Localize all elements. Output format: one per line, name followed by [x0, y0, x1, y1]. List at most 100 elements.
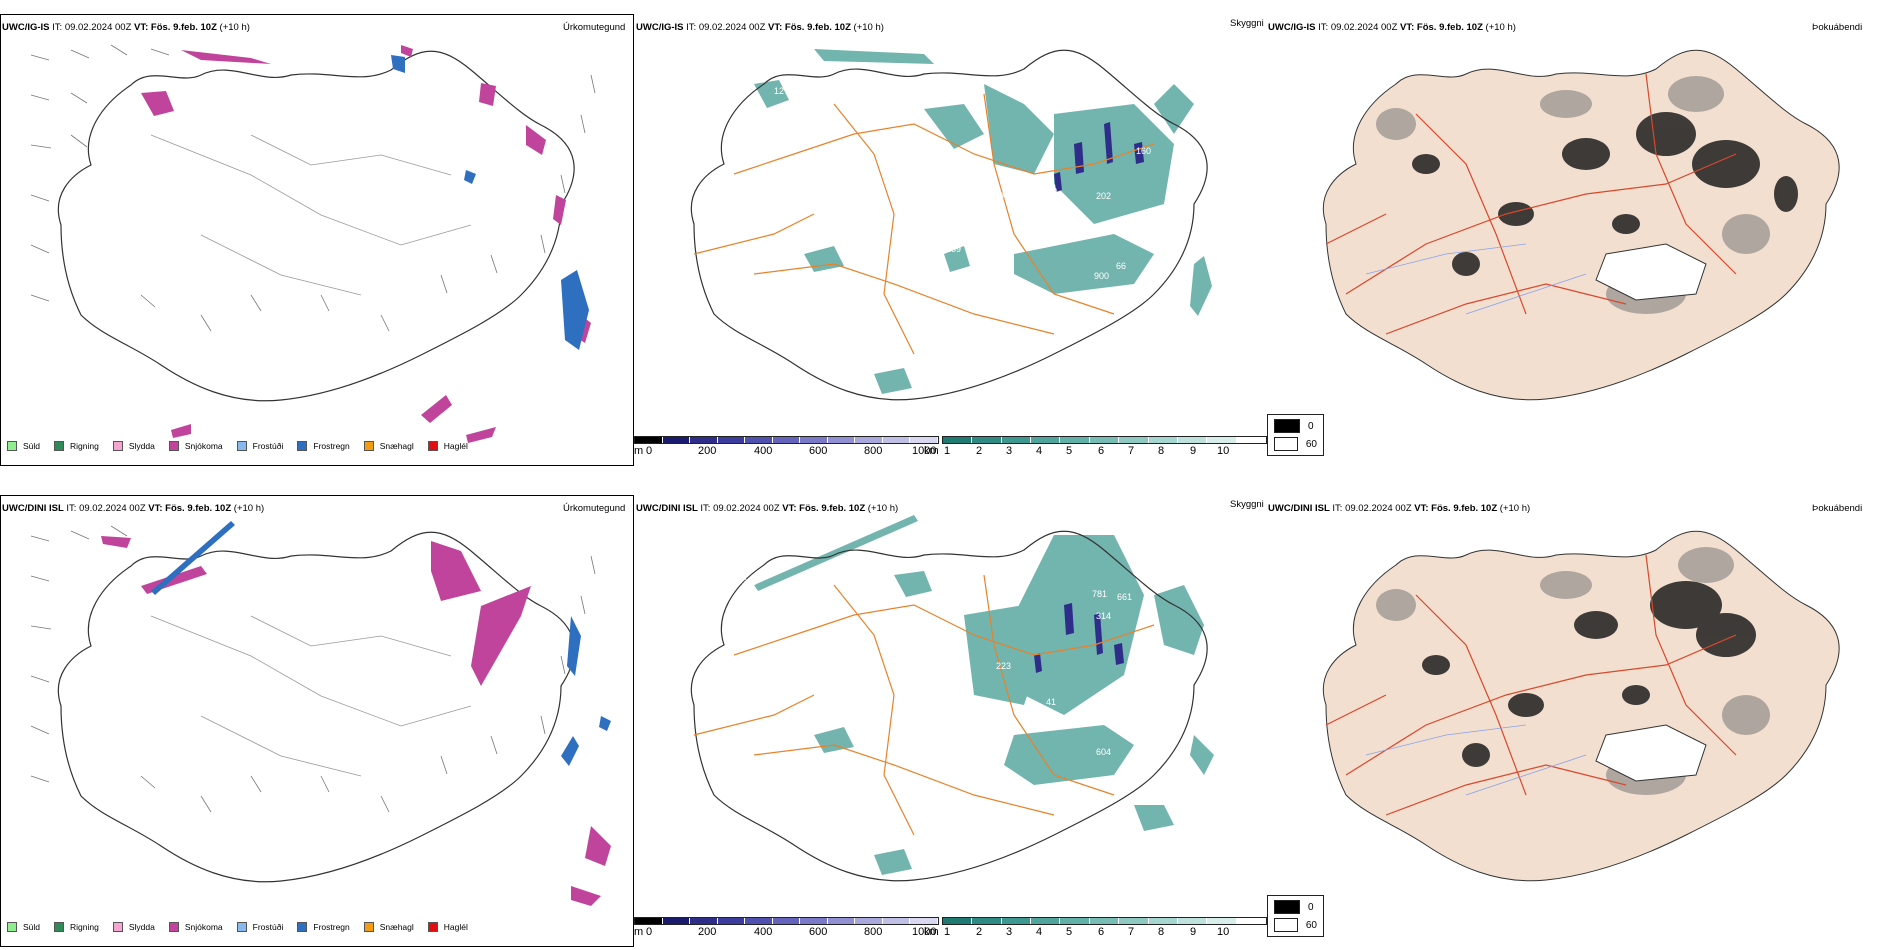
vis-label: 160: [1136, 146, 1151, 156]
height-scale-row1: m 0 200 400 600 800 1000: [634, 436, 939, 458]
it-label: IT:: [686, 22, 697, 33]
model-name: UWC/DINI ISL: [1268, 503, 1330, 514]
scale-tick: 10: [1217, 445, 1230, 457]
legend-item-snaehagl: Snæhagl: [363, 922, 414, 932]
scale-tick: 600: [809, 445, 828, 457]
fog-panel-row2: [1266, 495, 1900, 935]
legend-swatch: [427, 441, 438, 451]
iceland-outline: [57, 531, 575, 883]
lead-time: (+10 h): [233, 503, 265, 514]
scale-tick: 0: [646, 926, 653, 938]
precip-legend-row1: Súld Rigning Slydda Snjókoma Frostúði Fr…: [7, 441, 482, 451]
km-scale-row1: km 1 2 3 4 5 6 7 8 9 10: [924, 436, 1267, 458]
fog-swatch: [1274, 437, 1298, 451]
scale-tick: 800: [864, 445, 883, 457]
legend-item-snaehagl: Snæhagl: [363, 441, 414, 451]
scale-tick: 4: [1036, 926, 1043, 938]
it-value: 09.02.2024 00Z: [1330, 22, 1398, 33]
km-scale-bar: [942, 436, 1267, 444]
model-name: UWC/IG-IS: [2, 22, 50, 33]
model-name: UWC/IG-IS: [1268, 22, 1316, 33]
it-value: 09.02.2024 00Z: [713, 503, 780, 514]
scale-tick: 8: [1158, 445, 1165, 457]
header-row2-c: UWC/DINI ISL IT: 09.02.2024 00Z VT: Fös.…: [1268, 503, 1530, 515]
legend-item-frostudi: Frostúði: [236, 441, 284, 451]
scale-tick: 6: [1098, 445, 1105, 457]
legend-item-slydda: Slydda: [112, 922, 155, 932]
it-value: 09.02.2024 00Z: [64, 22, 132, 33]
visibility-panel-row2: 309 781 661 314 399 223 41 604: [634, 495, 1266, 935]
scale-unit: m: [634, 926, 644, 938]
scale-tick: 8: [1158, 926, 1165, 938]
legend-label: Snjókoma: [184, 922, 223, 932]
scale-tick: 3: [1006, 926, 1013, 938]
model-name: UWC/DINI ISL: [636, 503, 698, 514]
legend-item-sudd: Súld: [7, 922, 40, 932]
it-value: 09.02.2024 00Z: [698, 22, 766, 33]
legend-swatch: [363, 922, 374, 932]
scale-tick: 6: [1098, 926, 1105, 938]
legend-swatch: [297, 922, 308, 932]
legend-label: Súld: [23, 922, 41, 932]
vt-label: VT:: [148, 503, 163, 514]
scale-unit: km: [924, 445, 939, 457]
legend-label: Haglél: [443, 922, 468, 932]
legend-label: Frostúði: [252, 441, 284, 451]
iceland-outline: [690, 49, 1208, 401]
fog-swatch: [1274, 900, 1300, 914]
legend-item-rigning: Rigning: [54, 922, 99, 932]
panel-title-visibility-row1: Skyggni: [1230, 18, 1264, 29]
legend-swatch: [363, 441, 374, 451]
scale-tick: 7: [1128, 926, 1135, 938]
lead-time: (+10 h): [853, 22, 884, 33]
legend-swatch: [236, 922, 247, 932]
height-scale-labels: m 0 200 400 600 800 1000: [634, 444, 939, 458]
scale-tick: 200: [698, 926, 717, 938]
vt-value: Fös. 9.feb. 10Z: [1416, 22, 1483, 33]
scale-tick: 800: [864, 926, 883, 938]
fog-swatch: [1274, 419, 1300, 433]
vt-label: VT:: [768, 22, 783, 33]
panel-title-fog-row1: Þokuábendi: [1812, 22, 1863, 33]
legend-label: Súld: [23, 441, 41, 451]
km-scale-labels: km 1 2 3 4 5 6 7 8 9 10: [924, 925, 1267, 939]
scale-unit: m: [634, 445, 644, 457]
lead-time: (+10 h): [867, 503, 899, 514]
vis-label: 309: [742, 577, 757, 587]
km-scale-row2: km 1 2 3 4 5 6 7 8 9 10: [924, 917, 1267, 939]
legend-swatch: [7, 441, 17, 451]
precip-type-panel-row1: Súld Rigning Slydda Snjókoma Frostúði Fr…: [0, 14, 634, 466]
legend-swatch: [427, 922, 438, 932]
height-scale-bar: [634, 436, 939, 444]
height-scale-bar: [634, 917, 939, 925]
scale-tick: 400: [754, 926, 773, 938]
fog-legend-label: 60: [1305, 919, 1317, 931]
legend-swatch: [7, 922, 17, 932]
legend-swatch: [54, 441, 65, 451]
precip-legend-row2: Súld Rigning Slydda Snjókoma Frostúði Fr…: [7, 922, 482, 932]
iceland-outline: [690, 530, 1208, 882]
model-name: UWC/DINI ISL: [2, 503, 64, 514]
legend-item-snjokoma: Snjókoma: [168, 441, 223, 451]
fog-legend-label: 60: [1305, 438, 1317, 450]
scale-tick: 5: [1066, 445, 1073, 457]
fog-legend-item: 0: [1274, 900, 1317, 914]
header-row1-a: UWC/IG-IS IT: 09.02.2024 00Z VT: Fös. 9.…: [2, 22, 250, 34]
vis-label: 661: [1117, 592, 1132, 602]
visibility-panel-row1: 127 197 320 327 202 169 900 66 160: [634, 14, 1266, 454]
legend-item-sudd: Súld: [7, 441, 40, 451]
vis-label: 604: [1096, 747, 1111, 757]
scale-tick: 600: [809, 926, 828, 938]
it-label: IT:: [1318, 22, 1329, 33]
panel-title-visibility-row2: Skyggni: [1230, 499, 1264, 510]
fog-legend-label: 0: [1308, 420, 1314, 432]
legend-item-frostregn: Frostregn: [297, 441, 350, 451]
it-label: IT:: [66, 503, 77, 514]
legend-swatch: [54, 922, 65, 932]
km-scale-bar: [942, 917, 1267, 925]
fog-legend-item: 60: [1274, 437, 1317, 451]
fog-swatch: [1274, 918, 1298, 932]
lead-time: (+10 h): [1499, 503, 1531, 514]
vt-value: Fös. 9.feb. 10Z: [799, 503, 866, 514]
scale-tick: 10: [1217, 926, 1230, 938]
